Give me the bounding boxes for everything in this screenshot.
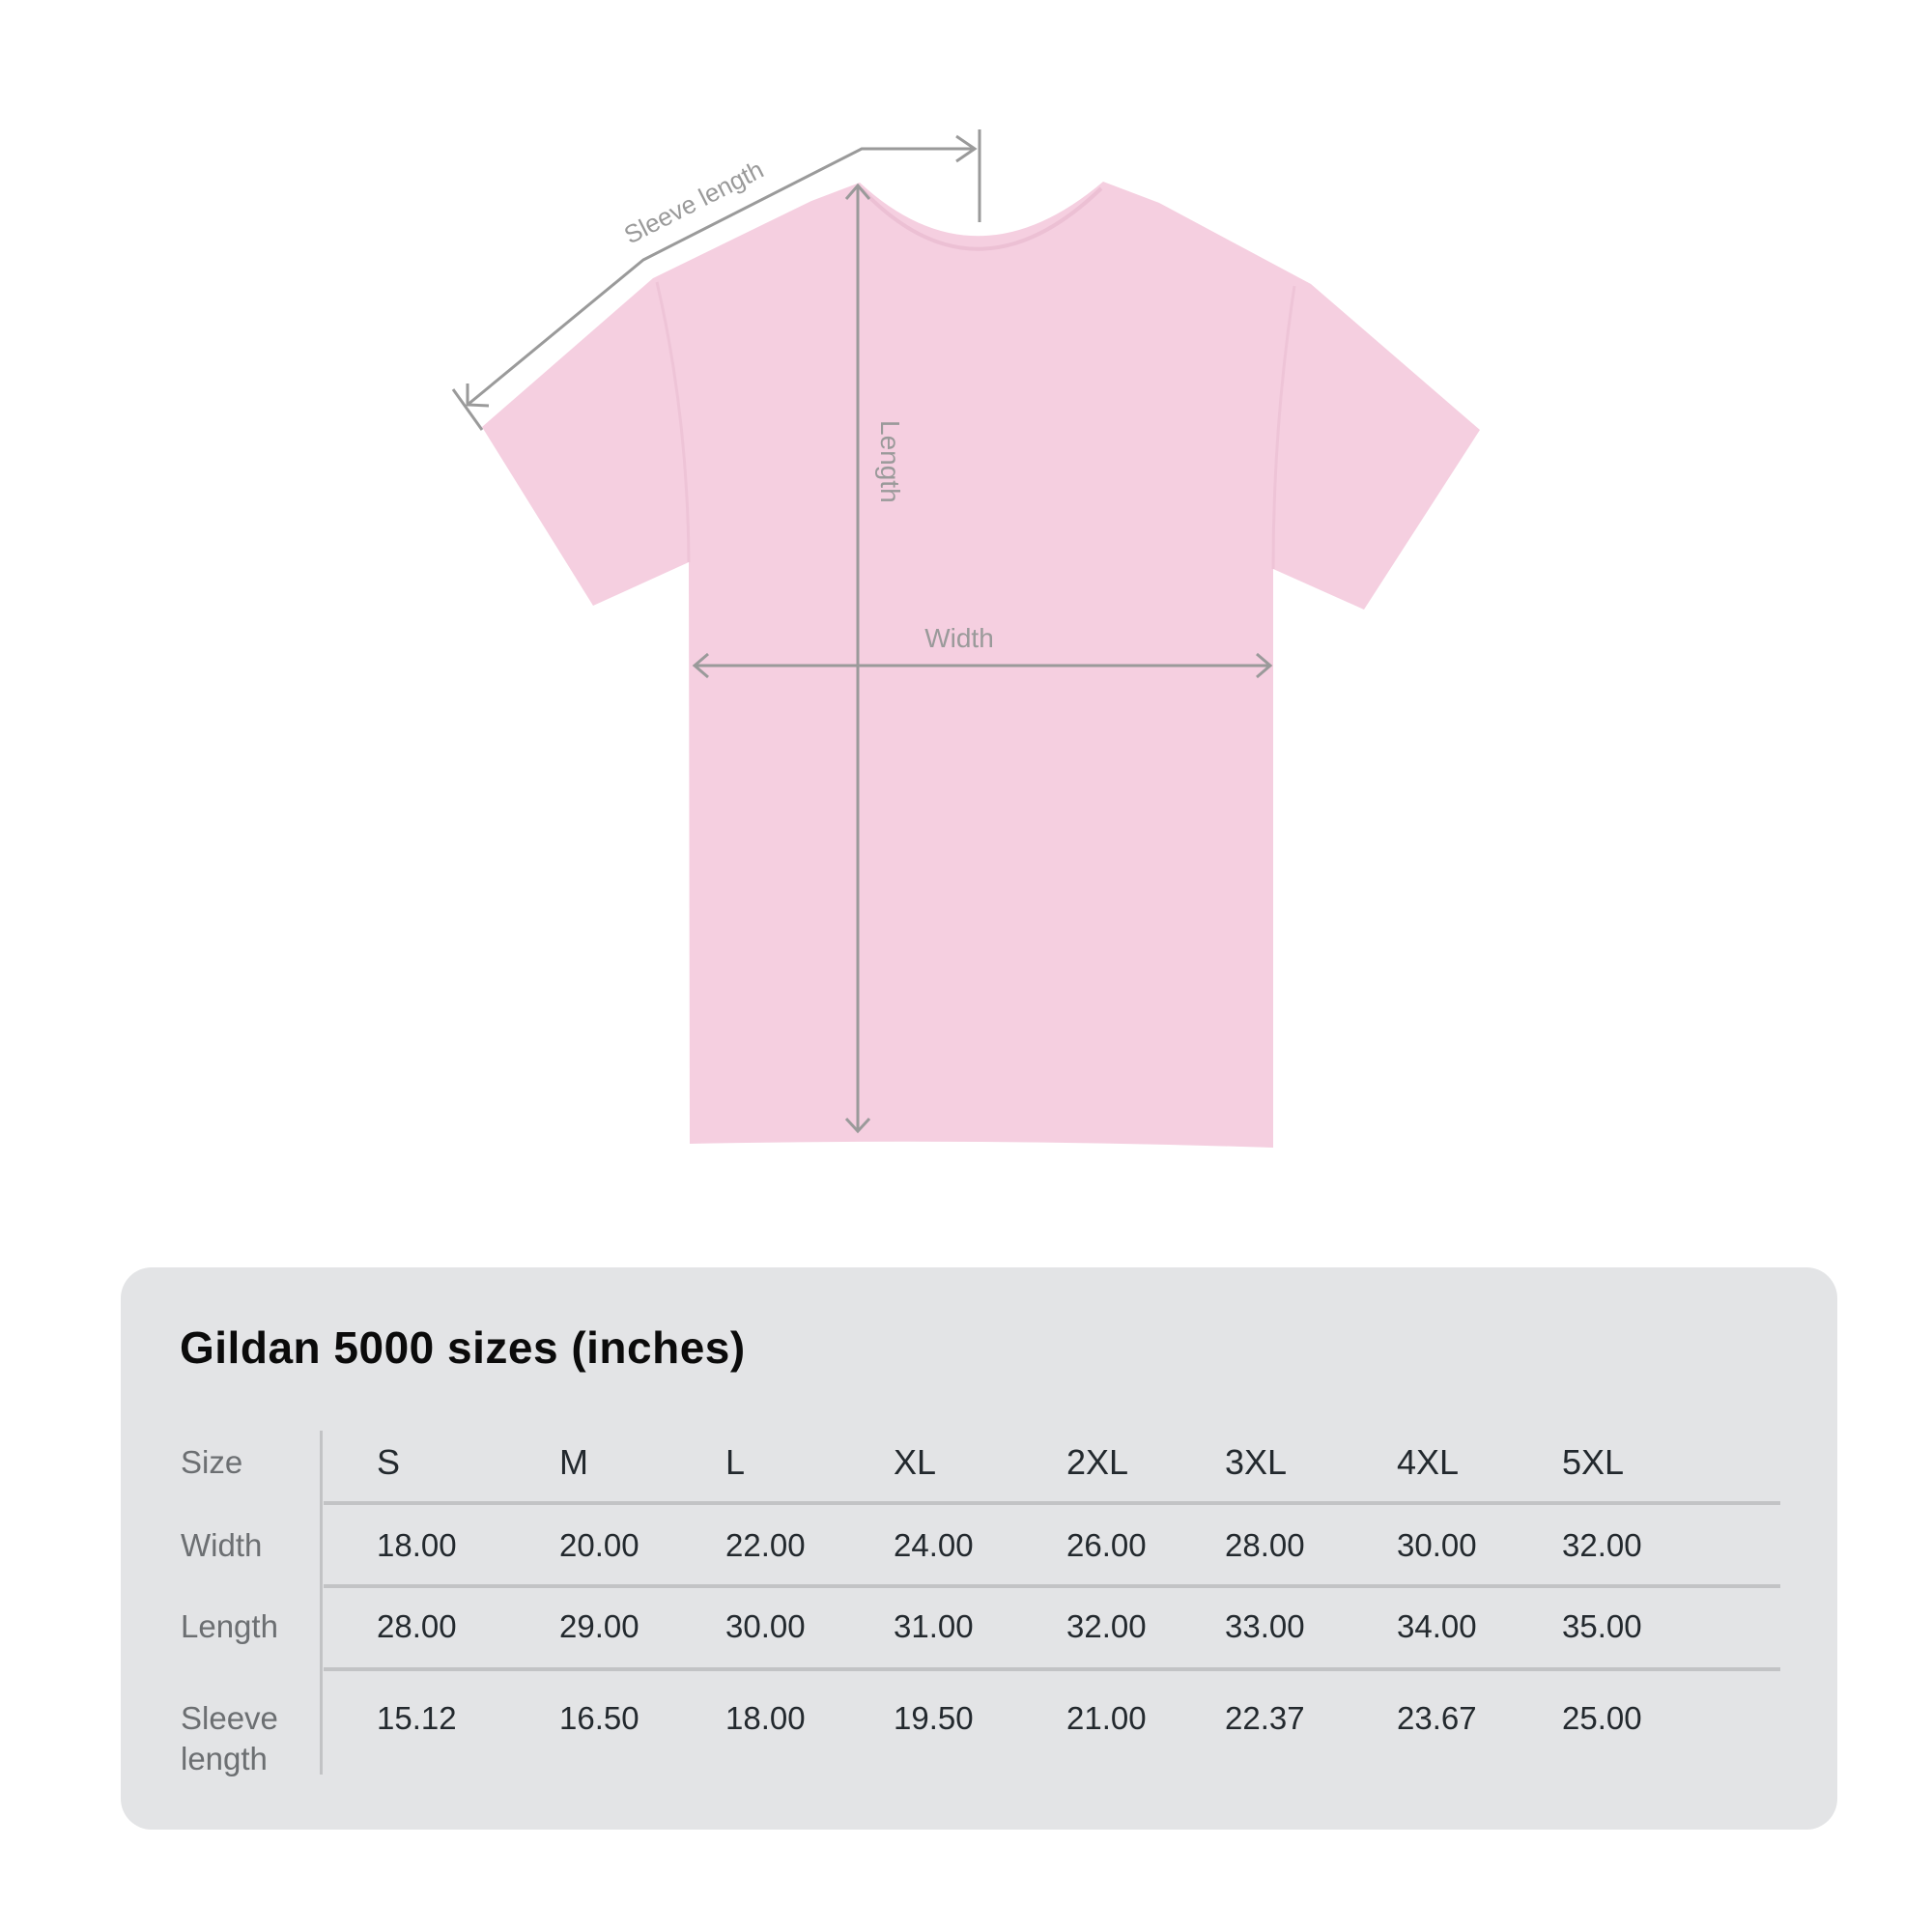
size-header-cell: M — [559, 1442, 588, 1482]
tshirt-diagram: Sleeve length Length Width — [451, 129, 1480, 1148]
size-header-cell: 4XL — [1397, 1442, 1460, 1482]
sleeve-length-cell: 15.12 — [377, 1700, 457, 1736]
collar-seam — [860, 186, 1103, 251]
width-cell: 32.00 — [1562, 1527, 1642, 1563]
width-cell: 18.00 — [377, 1527, 457, 1563]
length-cell: 30.00 — [725, 1608, 806, 1644]
size-header-cell: XL — [894, 1442, 937, 1482]
sleeve-measure-line — [467, 147, 975, 407]
width-label: Width — [924, 623, 994, 653]
arrow-head-icon — [1256, 652, 1273, 679]
sleeve-length-cell: 22.37 — [1225, 1700, 1305, 1736]
length-cell: 31.00 — [894, 1608, 974, 1644]
length-cell: 33.00 — [1225, 1608, 1305, 1644]
width-cell: 20.00 — [559, 1527, 639, 1563]
length-cell: 35.00 — [1562, 1608, 1642, 1644]
size-header-cell: L — [725, 1442, 746, 1482]
width-cell: 22.00 — [725, 1527, 806, 1563]
size-header-cell: 3XL — [1225, 1442, 1288, 1482]
sleeve-seam-right — [1271, 285, 1296, 570]
sleeve-length-cell: 23.67 — [1397, 1700, 1477, 1736]
length-cell: 34.00 — [1397, 1608, 1477, 1644]
sleeve-seam-left — [655, 281, 691, 563]
arrow-head-icon — [955, 134, 978, 163]
row-label-sleeve-line2: length — [181, 1741, 268, 1776]
arrow-head-icon — [844, 183, 871, 200]
sleeve-length-cell: 25.00 — [1562, 1700, 1642, 1736]
width-cell: 30.00 — [1397, 1527, 1477, 1563]
length-label: Length — [875, 420, 905, 503]
arrow-head-icon — [466, 384, 490, 408]
sleeve-length-cell: 16.50 — [559, 1700, 639, 1736]
size-chart-panel — [121, 1267, 1837, 1830]
width-cell: 24.00 — [894, 1527, 974, 1563]
size-header-cell: S — [377, 1442, 401, 1482]
column-divider — [320, 1431, 323, 1775]
row-divider — [324, 1501, 1780, 1505]
arrow-head-icon — [692, 652, 709, 679]
row-label-sleeve: Sleeve — [181, 1700, 278, 1736]
sleeve-tick-left — [451, 388, 484, 431]
sleeve-length-cell: 19.50 — [894, 1700, 974, 1736]
row-label-width: Width — [181, 1527, 263, 1563]
row-divider — [324, 1584, 1780, 1588]
length-cell: 29.00 — [559, 1608, 639, 1644]
width-cell: 28.00 — [1225, 1527, 1305, 1563]
length-cell: 32.00 — [1066, 1608, 1147, 1644]
length-cell: 28.00 — [377, 1608, 457, 1644]
row-label-length: Length — [181, 1608, 278, 1644]
width-cell: 26.00 — [1066, 1527, 1147, 1563]
size-header-cell: 2XL — [1066, 1442, 1129, 1482]
sleeve-length-cell: 21.00 — [1066, 1700, 1147, 1736]
arrow-head-icon — [844, 1117, 871, 1134]
row-divider — [324, 1667, 1780, 1671]
row-label-size: Size — [181, 1444, 243, 1480]
size-header-cell: 5XL — [1562, 1442, 1625, 1482]
sleeve-length-cell: 18.00 — [725, 1700, 806, 1736]
size-chart-title: Gildan 5000 sizes (inches) — [180, 1322, 746, 1373]
